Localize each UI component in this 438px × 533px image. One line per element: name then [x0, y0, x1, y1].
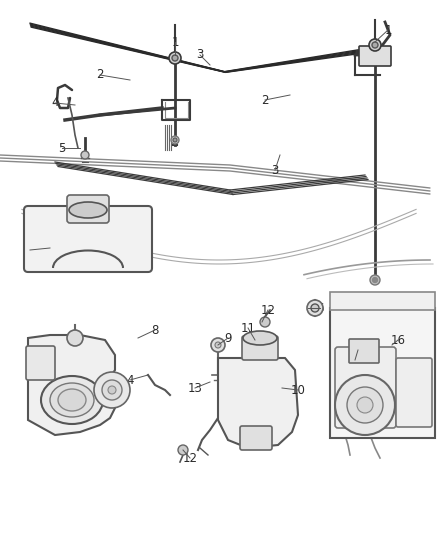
- Text: 6: 6: [316, 302, 324, 314]
- Text: 12: 12: [261, 303, 276, 317]
- Circle shape: [372, 278, 378, 282]
- Text: 2: 2: [96, 69, 104, 82]
- Text: 8: 8: [151, 324, 159, 336]
- Circle shape: [102, 380, 122, 400]
- FancyBboxPatch shape: [335, 347, 396, 428]
- Text: 4: 4: [51, 96, 59, 109]
- Text: 3: 3: [196, 49, 204, 61]
- FancyBboxPatch shape: [330, 292, 435, 310]
- FancyBboxPatch shape: [240, 426, 272, 450]
- Text: 12: 12: [183, 451, 198, 464]
- Text: 2: 2: [261, 93, 269, 107]
- FancyBboxPatch shape: [330, 308, 435, 438]
- Circle shape: [372, 42, 378, 48]
- Ellipse shape: [69, 202, 107, 218]
- FancyBboxPatch shape: [67, 195, 109, 223]
- Polygon shape: [218, 358, 298, 448]
- FancyBboxPatch shape: [24, 206, 152, 272]
- Circle shape: [173, 138, 177, 142]
- Circle shape: [211, 338, 225, 352]
- Text: 10: 10: [290, 384, 305, 397]
- Text: 13: 13: [187, 382, 202, 394]
- FancyBboxPatch shape: [349, 339, 379, 363]
- Text: 3: 3: [271, 164, 279, 176]
- Circle shape: [311, 304, 319, 312]
- Text: 16: 16: [391, 334, 406, 346]
- Text: 5: 5: [58, 141, 66, 155]
- Text: 11: 11: [240, 321, 255, 335]
- Circle shape: [370, 275, 380, 285]
- Text: 1: 1: [384, 23, 392, 36]
- FancyBboxPatch shape: [359, 46, 391, 66]
- FancyBboxPatch shape: [26, 346, 55, 380]
- Ellipse shape: [243, 331, 277, 345]
- Text: 4: 4: [126, 374, 134, 386]
- Circle shape: [307, 300, 323, 316]
- Circle shape: [369, 39, 381, 51]
- Circle shape: [171, 136, 179, 144]
- Circle shape: [215, 342, 221, 348]
- Ellipse shape: [50, 383, 94, 417]
- Text: 7: 7: [26, 244, 34, 256]
- Circle shape: [94, 372, 130, 408]
- Circle shape: [67, 330, 83, 346]
- Circle shape: [260, 317, 270, 327]
- Ellipse shape: [41, 376, 103, 424]
- Circle shape: [108, 386, 116, 394]
- Text: 15: 15: [348, 353, 362, 367]
- Circle shape: [172, 55, 178, 61]
- Circle shape: [357, 397, 373, 413]
- Ellipse shape: [58, 389, 86, 411]
- Circle shape: [335, 375, 395, 435]
- FancyBboxPatch shape: [396, 358, 432, 427]
- Text: 9: 9: [224, 332, 232, 344]
- FancyBboxPatch shape: [242, 336, 278, 360]
- Circle shape: [81, 151, 89, 159]
- Circle shape: [347, 387, 383, 423]
- Circle shape: [178, 445, 188, 455]
- Text: 1: 1: [171, 36, 179, 49]
- Polygon shape: [28, 335, 115, 435]
- Circle shape: [169, 52, 181, 64]
